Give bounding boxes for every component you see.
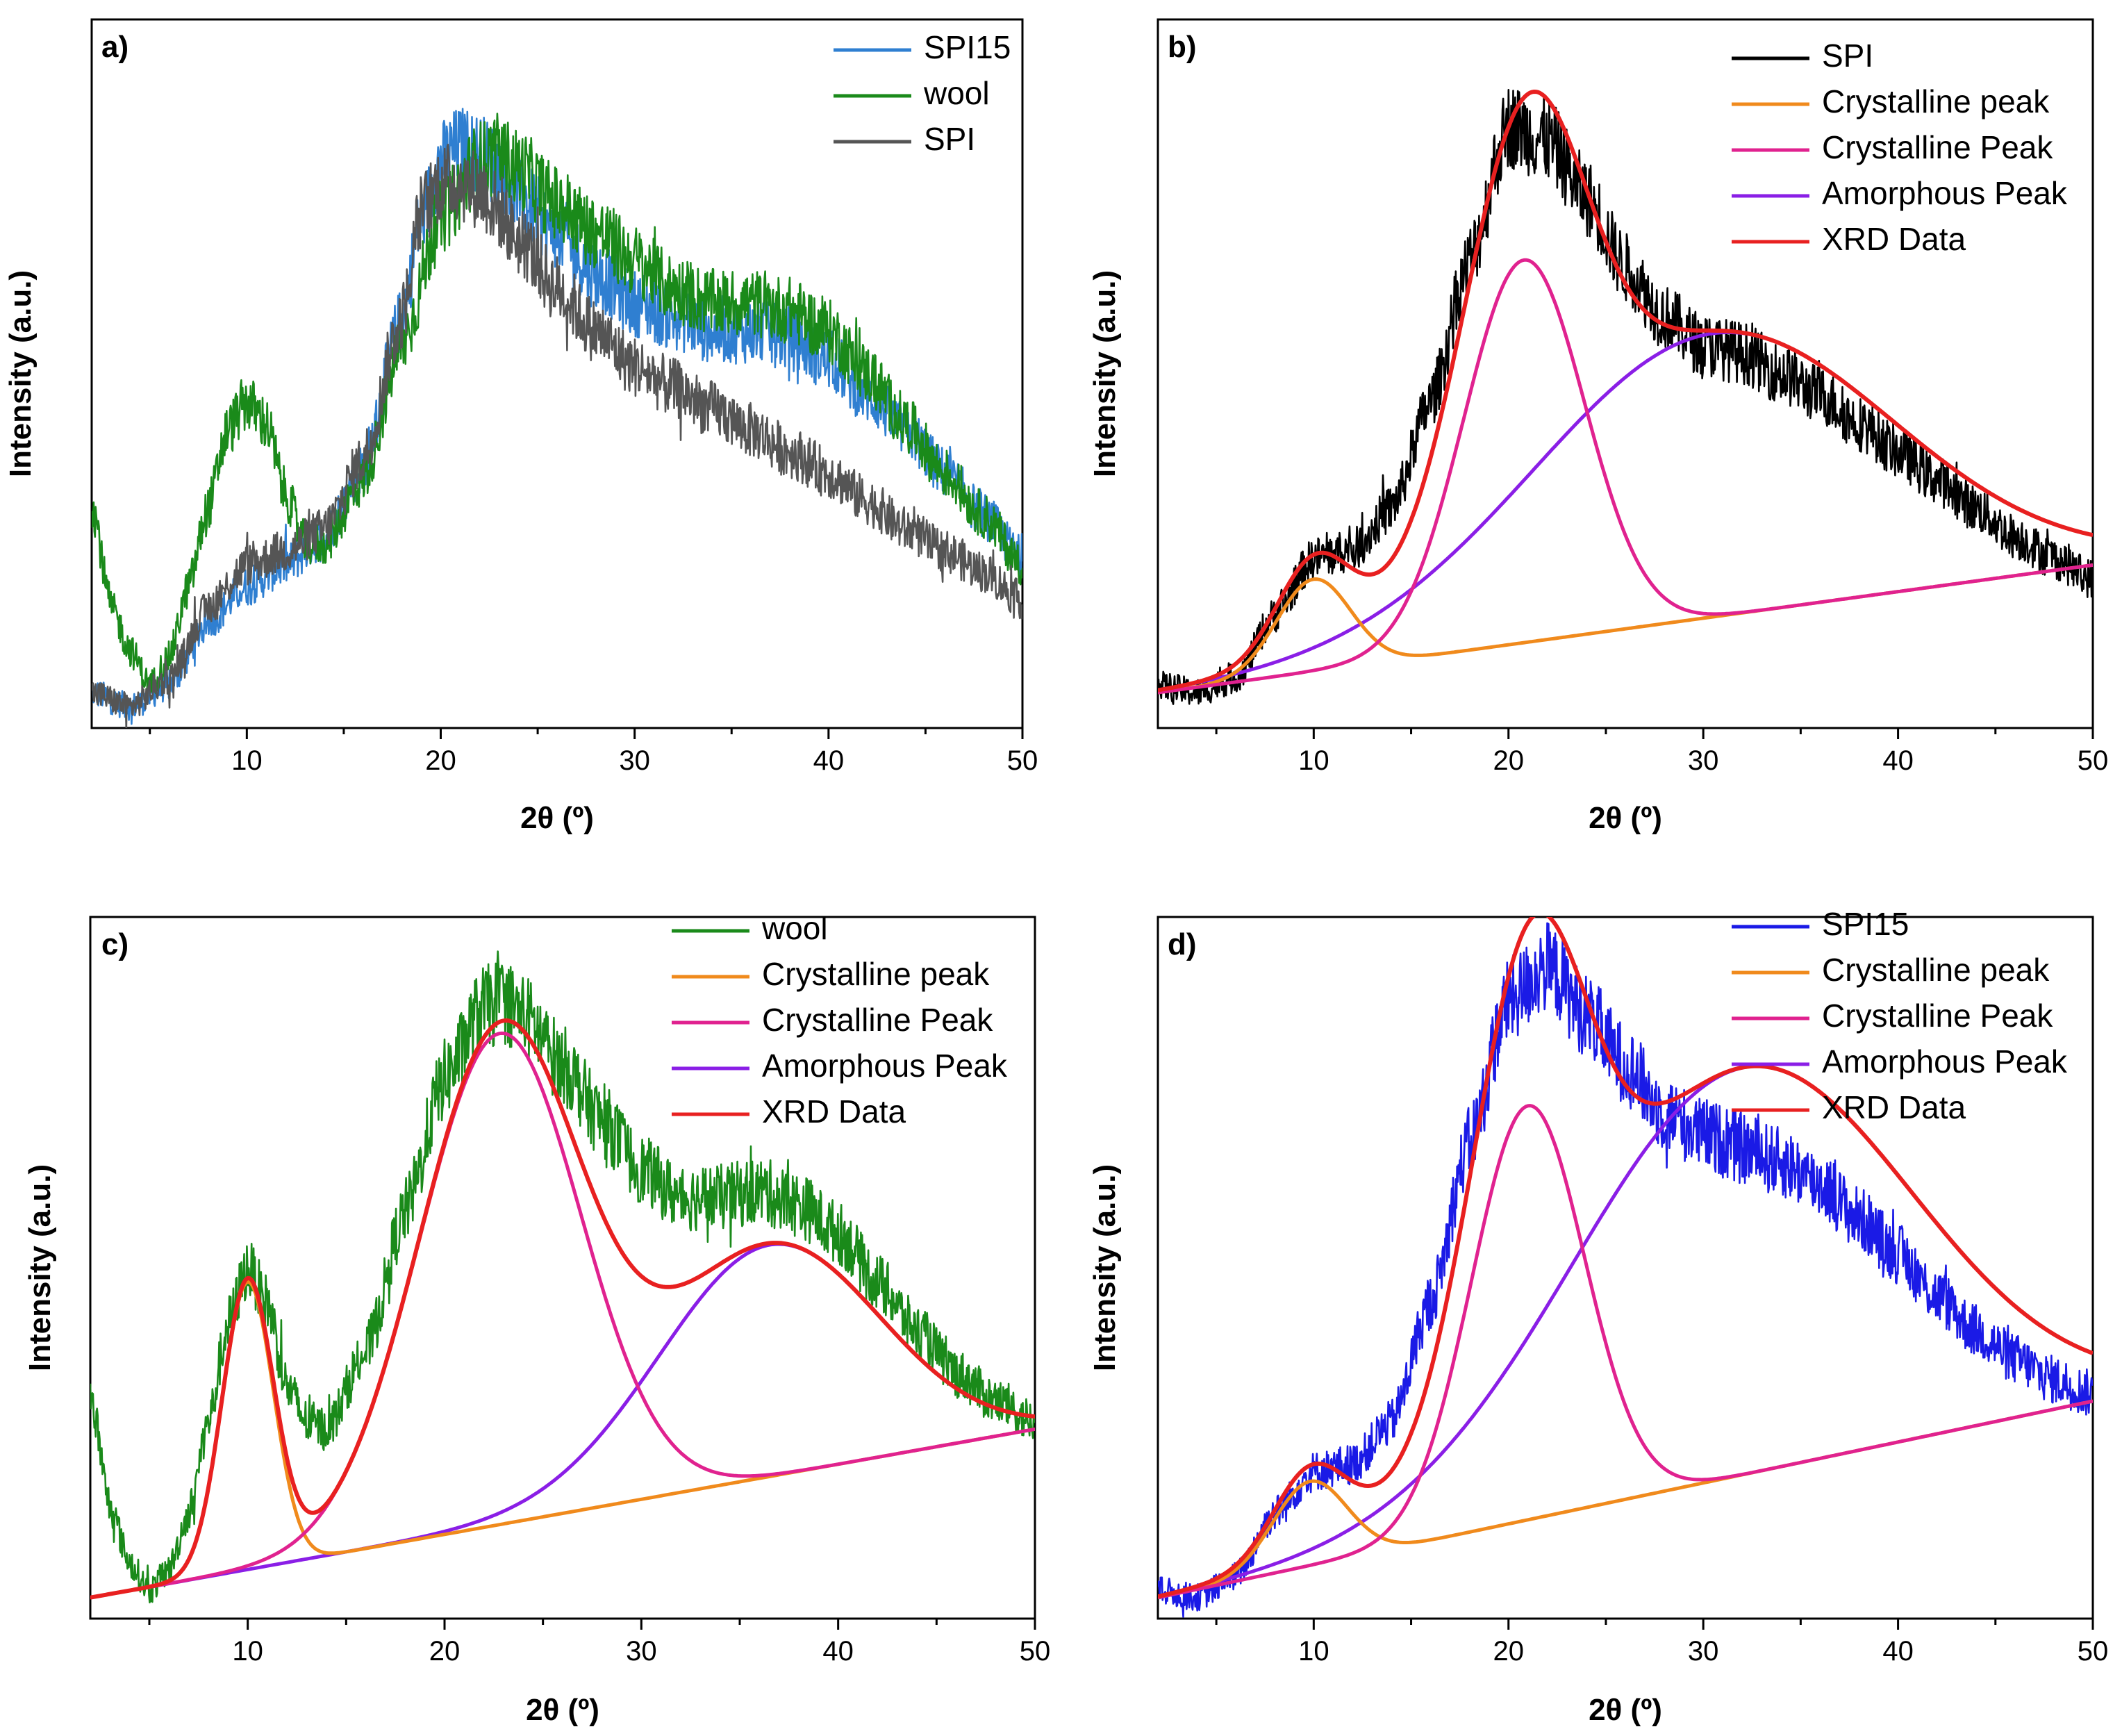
panel-a-legend-entry-spi15: SPI15 [924, 29, 1011, 65]
panel-b-legend-entry-crystalline-peak: Crystalline Peak [1822, 129, 2053, 165]
panel-c-plot-frame [89, 916, 1036, 1620]
panel-d-x-tick-label-30: 30 [1688, 1636, 1719, 1667]
panel-d-fit-crystalline-peak-2 [1158, 1104, 2093, 1600]
panel-c-series-wool [90, 950, 1035, 1604]
panel-a-x-axis-title: 2θ (º) [520, 801, 594, 835]
panel-c-legend-entry-amorphous-peak: Amorphous Peak [762, 1048, 1008, 1084]
panel-c-x-tick-label-50: 50 [1020, 1636, 1051, 1667]
panel-d-label: d) [1168, 927, 1197, 961]
panel-a-series-spi15 [92, 108, 1022, 725]
panel-b-legend-entry-spi: SPI [1822, 38, 1873, 74]
panel-b-x-tick-label-20: 20 [1493, 745, 1525, 776]
panel-c-fit-xrd-data [90, 1018, 1035, 1600]
panel-c-y-axis-title: Intensity (a.u.) [23, 1164, 57, 1371]
panel-c-label: c) [101, 927, 129, 961]
panel-b-plot-area [1158, 89, 2093, 705]
panel-a-legend-entry-wool: wool [923, 75, 990, 111]
panel-b-fit-xrd-data [1158, 90, 2093, 693]
panel-c-legend-entry-crystalline-peak: Crystalline Peak [762, 1002, 993, 1038]
panel-d-legend-entry-spi15: SPI15 [1822, 906, 1909, 942]
panel-c-legend-entry-crystalline-peak: Crystalline peak [762, 956, 990, 992]
panel-c-legend-entry-wool: wool [761, 910, 828, 946]
panel-d-plot-frame [1157, 916, 2094, 1620]
panel-a-x-tick-label-20: 20 [425, 745, 456, 776]
panel-a-x-tick-label-40: 40 [813, 745, 845, 776]
panel-b-series-spi [1158, 89, 2093, 705]
panel-c-x-axis-title: 2θ (º) [526, 1693, 599, 1727]
panel-a-x-tick-label-50: 50 [1007, 745, 1038, 776]
panel-b-label: b) [1168, 30, 1197, 64]
panel-b-legend-entry-crystalline-peak: Crystalline peak [1822, 83, 2050, 119]
panel-a-series-spi [92, 143, 1022, 728]
panel-c-x-tick-label-10: 10 [232, 1636, 263, 1667]
panel-a-plot-area [92, 108, 1022, 728]
panel-c-x-tick-label-30: 30 [626, 1636, 657, 1667]
panel-a-x-tick-label-30: 30 [619, 745, 650, 776]
panel-c: 10 20 30 40 50 2θ (º) Intensity (a.u.) c) wool Cr… [23, 910, 1050, 1727]
panel-b-legend-entry-amorphous-peak: Amorphous Peak [1822, 175, 2068, 211]
panel-b-legend-entry-xrd-data: XRD Data [1822, 221, 1966, 257]
panel-d-x-tick-label-50: 50 [2078, 1636, 2109, 1667]
panel-d-y-axis-title: Intensity (a.u.) [1088, 1164, 1122, 1371]
panel-a-plot-frame [90, 18, 1024, 729]
panel-b-x-tick-label-30: 30 [1688, 745, 1719, 776]
panel-d-plot-area [1158, 917, 2093, 1618]
panel-b: 10 20 30 40 50 2θ (º) Intensity (a.u.) b) SPI Cry… [1088, 18, 2109, 835]
panel-c-legend: wool Crystalline peak Crystalline Peak Amor… [672, 910, 1008, 1130]
panel-a-legend: SPI15 wool SPI [834, 29, 1011, 157]
panel-d-legend-entry-crystalline-peak: Crystalline Peak [1822, 998, 2053, 1034]
panel-b-x-tick-label-50: 50 [2078, 745, 2109, 776]
panel-d-legend-entry-amorphous-peak: Amorphous Peak [1822, 1043, 2068, 1080]
panel-a-x-tick-label-10: 10 [231, 745, 263, 776]
panel-d-x-tick-label-40: 40 [1882, 1636, 1914, 1667]
panel-b-plot-frame [1157, 18, 2094, 729]
panel-a-series-wool [92, 113, 1022, 696]
panel-c-x-tick-label-20: 20 [429, 1636, 461, 1667]
panel-b-x-tick-label-40: 40 [1882, 745, 1914, 776]
panel-c-x-tick-label-40: 40 [822, 1636, 854, 1667]
panel-b-x-axis-title: 2θ (º) [1589, 801, 1662, 835]
panel-d-legend-entry-crystalline-peak: Crystalline peak [1822, 952, 2050, 988]
panel-b-fit-amorphous-peak [1158, 331, 2093, 693]
panel-d-fit-xrd-data [1158, 917, 2093, 1599]
panel-b-legend: SPI Crystalline peak Crystalline Peak Amorp… [1732, 38, 2068, 257]
panel-a-label: a) [101, 30, 129, 64]
panel-d-legend-entry-xrd-data: XRD Data [1822, 1089, 1966, 1125]
panel-b-y-axis-title: Intensity (a.u.) [1088, 270, 1122, 477]
panel-b-x-tick-label-10: 10 [1298, 745, 1329, 776]
panel-c-plot-area [90, 950, 1035, 1604]
panel-d-x-tick-label-20: 20 [1493, 1636, 1525, 1667]
panel-a-legend-entry-spi: SPI [924, 121, 975, 157]
panel-d-x-tick-label-10: 10 [1298, 1636, 1329, 1667]
panel-b-fit-crystalline-peak-2 [1158, 258, 2093, 695]
panel-c-fit-crystalline-peak-2 [90, 1031, 1035, 1600]
panel-a-y-axis-title: Intensity (a.u.) [3, 270, 38, 477]
panel-d-legend: SPI15 Crystalline peak Crystalline Peak Amo… [1732, 906, 2068, 1125]
panel-c-legend-entry-xrd-data: XRD Data [762, 1093, 906, 1130]
panel-d: 10 20 30 40 50 2θ (º) Intensity (a.u.) d) SPI15 C… [1088, 906, 2108, 1727]
panel-d-x-axis-title: 2θ (º) [1589, 1693, 1662, 1727]
panel-d-fit-amorphous-peak [1158, 1064, 2093, 1598]
panel-a: 10 20 30 40 50 2θ (º) Intensity (a.u.) a) SPI15 w… [3, 18, 1038, 835]
